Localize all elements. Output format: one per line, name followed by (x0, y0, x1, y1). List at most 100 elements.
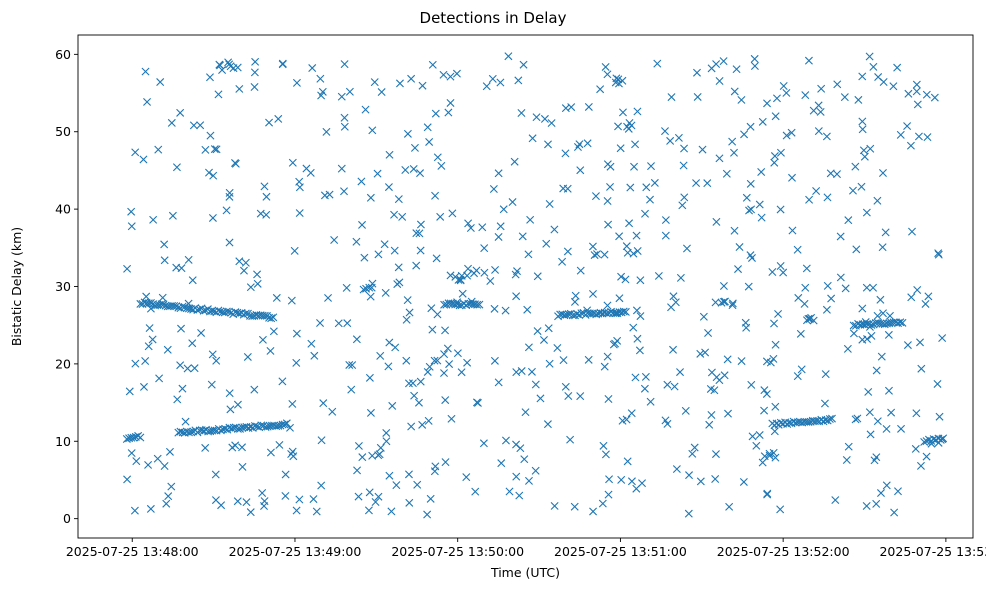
data-point (148, 335, 157, 344)
data-point (684, 509, 693, 518)
data-point (629, 249, 638, 258)
data-point (539, 335, 548, 344)
data-point (570, 502, 579, 511)
data-point (127, 222, 136, 231)
data-point (146, 304, 155, 313)
data-point (324, 293, 333, 302)
data-point (157, 300, 166, 309)
data-point (470, 269, 479, 278)
data-point (881, 228, 890, 237)
data-point (588, 242, 597, 251)
data-point (183, 364, 192, 373)
data-point (377, 88, 386, 97)
data-point (225, 389, 234, 398)
data-point (730, 226, 739, 235)
data-point (428, 325, 437, 334)
data-point (712, 60, 721, 69)
data-point (345, 360, 354, 369)
data-point (851, 162, 860, 171)
data-point (433, 356, 442, 365)
data-point (854, 95, 863, 104)
data-point (354, 441, 363, 450)
data-point (206, 131, 215, 140)
data-point (769, 354, 778, 363)
data-point (916, 461, 925, 470)
data-point (146, 504, 155, 513)
data-point (390, 246, 399, 255)
data-point (288, 158, 297, 167)
data-point (605, 475, 614, 484)
data-point (380, 240, 389, 249)
data-point (908, 227, 916, 236)
data-point (260, 182, 269, 191)
data-point (779, 82, 788, 90)
data-point (123, 475, 132, 484)
data-point (762, 389, 771, 398)
data-point (366, 408, 375, 417)
data-point (494, 378, 503, 387)
data-point (632, 484, 641, 493)
data-point (412, 229, 421, 238)
data-point (774, 309, 783, 318)
data-point (262, 210, 271, 219)
data-point (376, 351, 385, 360)
data-point (807, 313, 816, 322)
data-point (156, 78, 165, 87)
data-point (353, 466, 362, 475)
data-point (491, 265, 500, 274)
data-point (486, 277, 495, 285)
data-point (765, 449, 774, 458)
data-point (382, 437, 391, 446)
data-point (392, 481, 401, 490)
data-point (914, 132, 923, 141)
data-point (641, 372, 650, 381)
data-point (410, 143, 419, 152)
data-point (831, 496, 840, 505)
data-point (414, 398, 423, 407)
data-point (642, 183, 651, 192)
data-point (371, 498, 380, 507)
data-point (178, 384, 187, 393)
data-point (416, 220, 425, 229)
data-point (533, 272, 542, 281)
data-point (241, 309, 250, 318)
data-point (765, 451, 774, 460)
data-point (779, 268, 788, 277)
data-point (415, 229, 424, 238)
data-point (598, 499, 607, 508)
data-point (165, 447, 174, 456)
data-point (250, 83, 259, 91)
data-point (625, 118, 634, 127)
data-point (873, 417, 882, 426)
data-point (517, 109, 526, 117)
data-point (904, 89, 913, 98)
data-point (747, 380, 756, 389)
data-point (222, 206, 231, 215)
data-point (173, 395, 182, 404)
data-point (226, 405, 235, 414)
x-tick-label: 2025-07-25 13:48:00 (66, 544, 199, 559)
data-point (359, 285, 368, 294)
data-point (462, 473, 471, 482)
y-tick-label: 10 (55, 434, 71, 449)
data-point (737, 357, 746, 366)
data-point (130, 506, 139, 515)
data-point (407, 74, 416, 83)
y-tick-label: 60 (55, 47, 71, 62)
data-point (576, 166, 585, 175)
data-point (365, 373, 374, 382)
data-point (231, 441, 240, 450)
data-point (853, 414, 862, 423)
data-point (592, 250, 601, 259)
data-point (433, 153, 442, 162)
data-point (543, 420, 552, 429)
data-point (758, 458, 767, 467)
data-point (771, 402, 780, 411)
data-point (340, 113, 349, 122)
data-point (154, 145, 163, 154)
data-point (734, 265, 743, 274)
data-point (439, 70, 448, 79)
data-point (860, 152, 869, 161)
data-point (129, 433, 138, 442)
data-point (619, 307, 628, 316)
